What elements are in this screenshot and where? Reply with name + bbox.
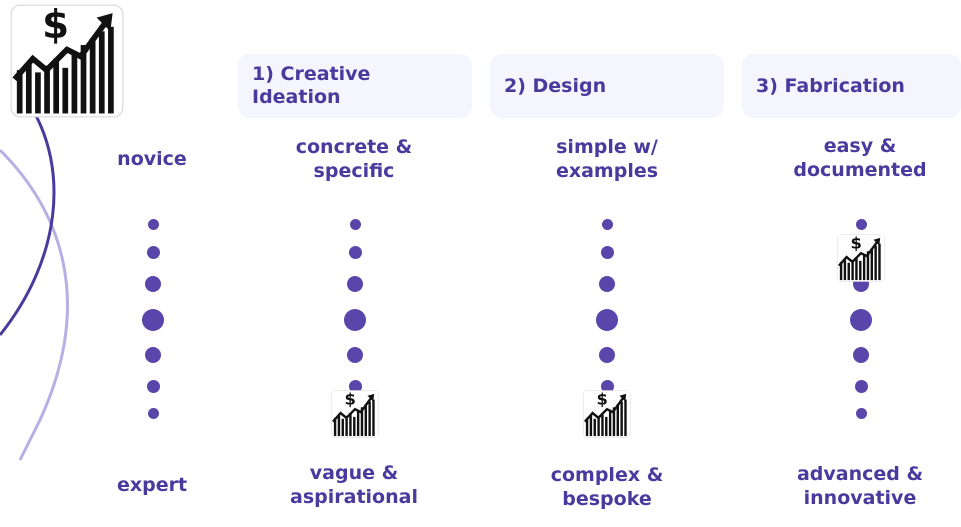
level-dot bbox=[850, 309, 872, 331]
stock-chart-dollar-icon: $ bbox=[835, 233, 887, 282]
svg-text:$: $ bbox=[597, 390, 608, 408]
level-dot bbox=[147, 218, 159, 230]
level-dot bbox=[348, 379, 362, 393]
level-dot bbox=[599, 276, 615, 292]
stage-bottom-label: advanced & innovative bbox=[796, 463, 924, 509]
stage-header-design: 2) Design bbox=[490, 54, 724, 118]
level-dot bbox=[348, 245, 362, 259]
stage-header-creative-ideation: 1) Creative Ideation bbox=[238, 54, 472, 118]
scale-bottom-label: expert bbox=[116, 474, 188, 496]
level-dot bbox=[145, 347, 161, 363]
level-dot bbox=[601, 218, 613, 230]
stage-title: 3) Fabrication bbox=[756, 74, 905, 97]
level-dot bbox=[853, 347, 869, 363]
level-dot bbox=[599, 347, 615, 363]
stage-top-label: easy & documented bbox=[793, 135, 927, 181]
stock-chart-dollar-icon: $ bbox=[329, 389, 381, 438]
svg-text:$: $ bbox=[345, 390, 356, 408]
level-dot bbox=[855, 218, 867, 230]
level-dot bbox=[855, 407, 867, 419]
level-dot bbox=[146, 245, 160, 259]
level-dot bbox=[349, 218, 361, 230]
stage-top-label: simple w/ examples bbox=[555, 136, 659, 182]
level-dot bbox=[600, 245, 614, 259]
level-dot bbox=[347, 347, 363, 363]
level-dot bbox=[347, 276, 363, 292]
scale-top-label: novice bbox=[117, 148, 187, 170]
svg-text:$: $ bbox=[42, 4, 69, 48]
stage-header-fabrication: 3) Fabrication bbox=[742, 54, 961, 118]
level-dot bbox=[854, 379, 868, 393]
stage-title: 2) Design bbox=[504, 74, 607, 97]
level-dot bbox=[146, 379, 160, 393]
stage-top-label: concrete & specific bbox=[295, 136, 413, 182]
stage-title: 1) Creative Ideation bbox=[252, 63, 371, 108]
stock-chart-dollar-icon: $ bbox=[10, 4, 124, 118]
level-dot bbox=[147, 407, 159, 419]
level-dot bbox=[145, 276, 161, 292]
level-dot bbox=[344, 309, 366, 331]
svg-text:$: $ bbox=[851, 234, 862, 252]
level-dot bbox=[142, 309, 164, 331]
level-dot bbox=[600, 379, 614, 393]
stock-chart-dollar-icon: $ bbox=[581, 389, 633, 438]
stage-bottom-label: vague & aspirational bbox=[290, 462, 418, 508]
stage-bottom-label: complex & bespoke bbox=[550, 464, 664, 510]
level-dot bbox=[596, 309, 618, 331]
